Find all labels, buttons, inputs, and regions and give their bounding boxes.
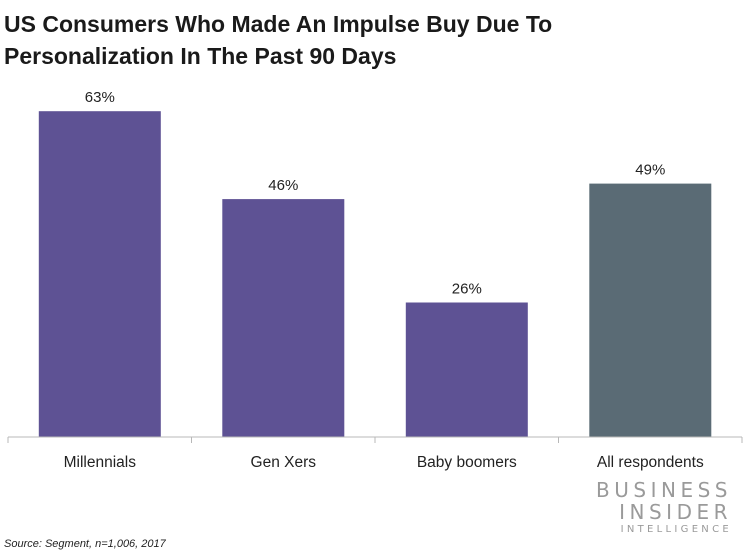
logo-line-1: BUSINESS <box>596 478 732 502</box>
value-label-baby-boomers: 26% <box>452 281 482 298</box>
bar-millennials <box>38 111 161 437</box>
chart-title-line-2: Personalization In The Past 90 Days <box>4 43 397 69</box>
bar-baby-boomers <box>405 302 528 437</box>
source-note: Source: Segment, n=1,006, 2017 <box>4 538 166 550</box>
logo-line-3: INTELLIGENCE <box>620 524 732 535</box>
x-axis: Millennials Gen Xers Baby boomers All respo… <box>7 436 743 471</box>
logo-line-2: INSIDER <box>619 500 732 524</box>
bars-group: 63% 46% 26% 49% <box>38 89 712 437</box>
category-label-millennials: Millennials <box>64 454 137 471</box>
chart-title-line-1: US Consumers Who Made An Impulse Buy Due… <box>4 11 553 37</box>
value-label-all-respondents: 49% <box>635 162 665 179</box>
value-label-gen-xers: 46% <box>268 177 298 194</box>
category-label-all-respondents: All respondents <box>597 454 704 471</box>
category-label-baby-boomers: Baby boomers <box>417 454 517 471</box>
chart-title: US Consumers Who Made An Impulse Buy Due… <box>4 8 704 72</box>
business-insider-logo: BUSINESS INSIDER INTELLIGENCE <box>596 479 732 536</box>
category-label-gen-xers: Gen Xers <box>251 454 317 471</box>
bar-gen-xers <box>222 199 345 437</box>
bar-all-respondents <box>589 183 712 437</box>
value-label-millennials: 63% <box>85 89 115 106</box>
